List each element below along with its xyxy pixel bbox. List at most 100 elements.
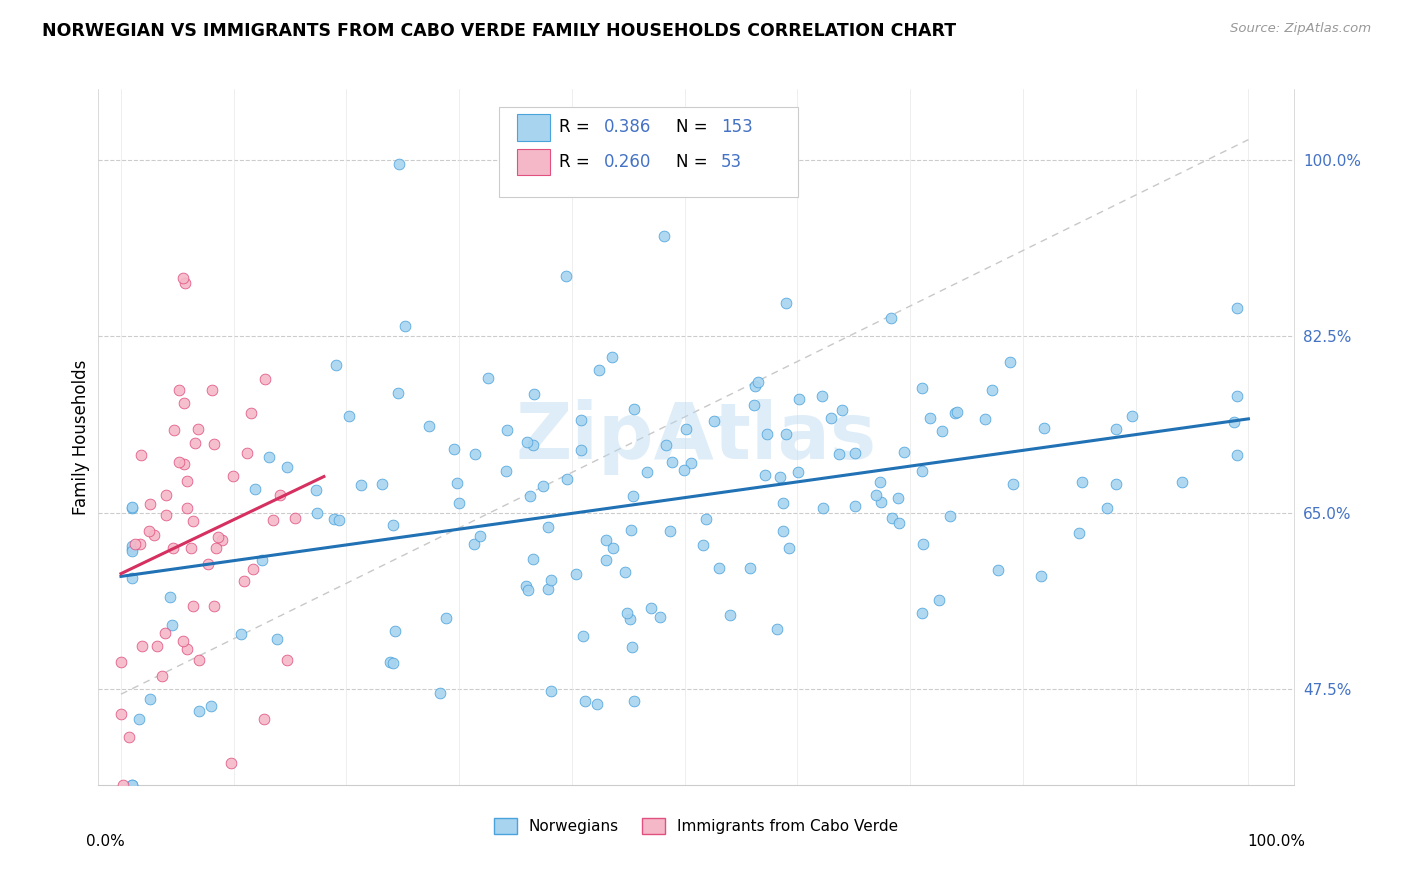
Point [434,611,457,625]
Point [153,626,176,640]
Point [998,355,1021,369]
Point [522,552,544,566]
Point [1121,409,1143,423]
Point [869,475,891,489]
Point [496,423,519,437]
Point [931,424,953,438]
Point [659,524,682,538]
Point [387,385,409,400]
Point [569,413,592,427]
Point [621,489,644,503]
Text: N =: N = [676,153,713,171]
Point [718,607,741,622]
Point [889,516,911,530]
Point [429,686,451,700]
Point [740,561,762,575]
Point [661,455,683,469]
Point [129,537,152,551]
Text: ZipAtlas: ZipAtlas [516,399,876,475]
Point [692,538,714,552]
Point [463,537,485,551]
Point [202,436,225,450]
Point [110,707,132,722]
Point [200,699,222,714]
Point [464,447,486,461]
Point [173,395,195,409]
Point [167,455,190,469]
Point [447,496,470,510]
Point [1171,475,1194,489]
Point [569,442,592,457]
Point [1032,420,1054,434]
Point [707,561,730,575]
Point [382,656,405,670]
Point [946,405,969,419]
Point [755,427,778,442]
Point [188,652,211,666]
Point [516,583,538,598]
Text: 53: 53 [721,153,742,171]
Point [325,358,347,372]
Point [695,512,717,526]
Point [675,422,697,436]
Point [911,381,934,395]
Point [772,496,794,510]
Point [636,465,658,479]
Point [276,459,298,474]
Point [388,157,411,171]
Point [588,363,610,377]
Point [118,730,141,744]
Point [150,669,173,683]
Point [519,490,541,504]
Text: 153: 153 [721,119,752,136]
Text: 0.386: 0.386 [605,119,651,136]
Y-axis label: Family Households: Family Households [72,359,90,515]
Point [880,310,903,325]
Point [257,450,280,465]
Point [811,389,834,403]
Point [623,694,645,708]
Point [973,411,995,425]
Point [772,524,794,538]
Point [253,712,276,726]
Point [844,446,866,460]
Point [128,712,150,726]
Point [742,399,765,413]
Point [250,553,273,567]
Text: R =: R = [558,119,595,136]
Point [516,434,538,449]
Point [987,564,1010,578]
Point [778,541,800,555]
Point [928,593,950,607]
Point [139,497,162,511]
Point [305,483,328,497]
Point [121,571,143,585]
Point [155,508,177,523]
Point [139,691,162,706]
Point [202,599,225,614]
Point [1105,422,1128,436]
Point [110,655,132,669]
Point [231,626,253,640]
Point [595,553,617,567]
Point [121,543,143,558]
Point [595,533,617,548]
Point [124,537,146,551]
Point [515,579,537,593]
Point [173,457,195,471]
Point [775,427,797,442]
Point [243,482,266,496]
FancyBboxPatch shape [517,149,550,176]
Point [181,599,204,614]
Point [614,565,637,579]
Point [269,488,291,502]
Point [163,423,186,437]
Point [744,378,766,392]
Text: NORWEGIAN VS IMMIGRANTS FROM CABO VERDE FAMILY HOUSEHOLDS CORRELATION CHART: NORWEGIAN VS IMMIGRANTS FROM CABO VERDE … [42,22,956,40]
Point [766,622,789,636]
Point [470,529,492,543]
Point [384,624,406,638]
Point [221,756,243,771]
Point [159,590,181,604]
Point [262,512,284,526]
